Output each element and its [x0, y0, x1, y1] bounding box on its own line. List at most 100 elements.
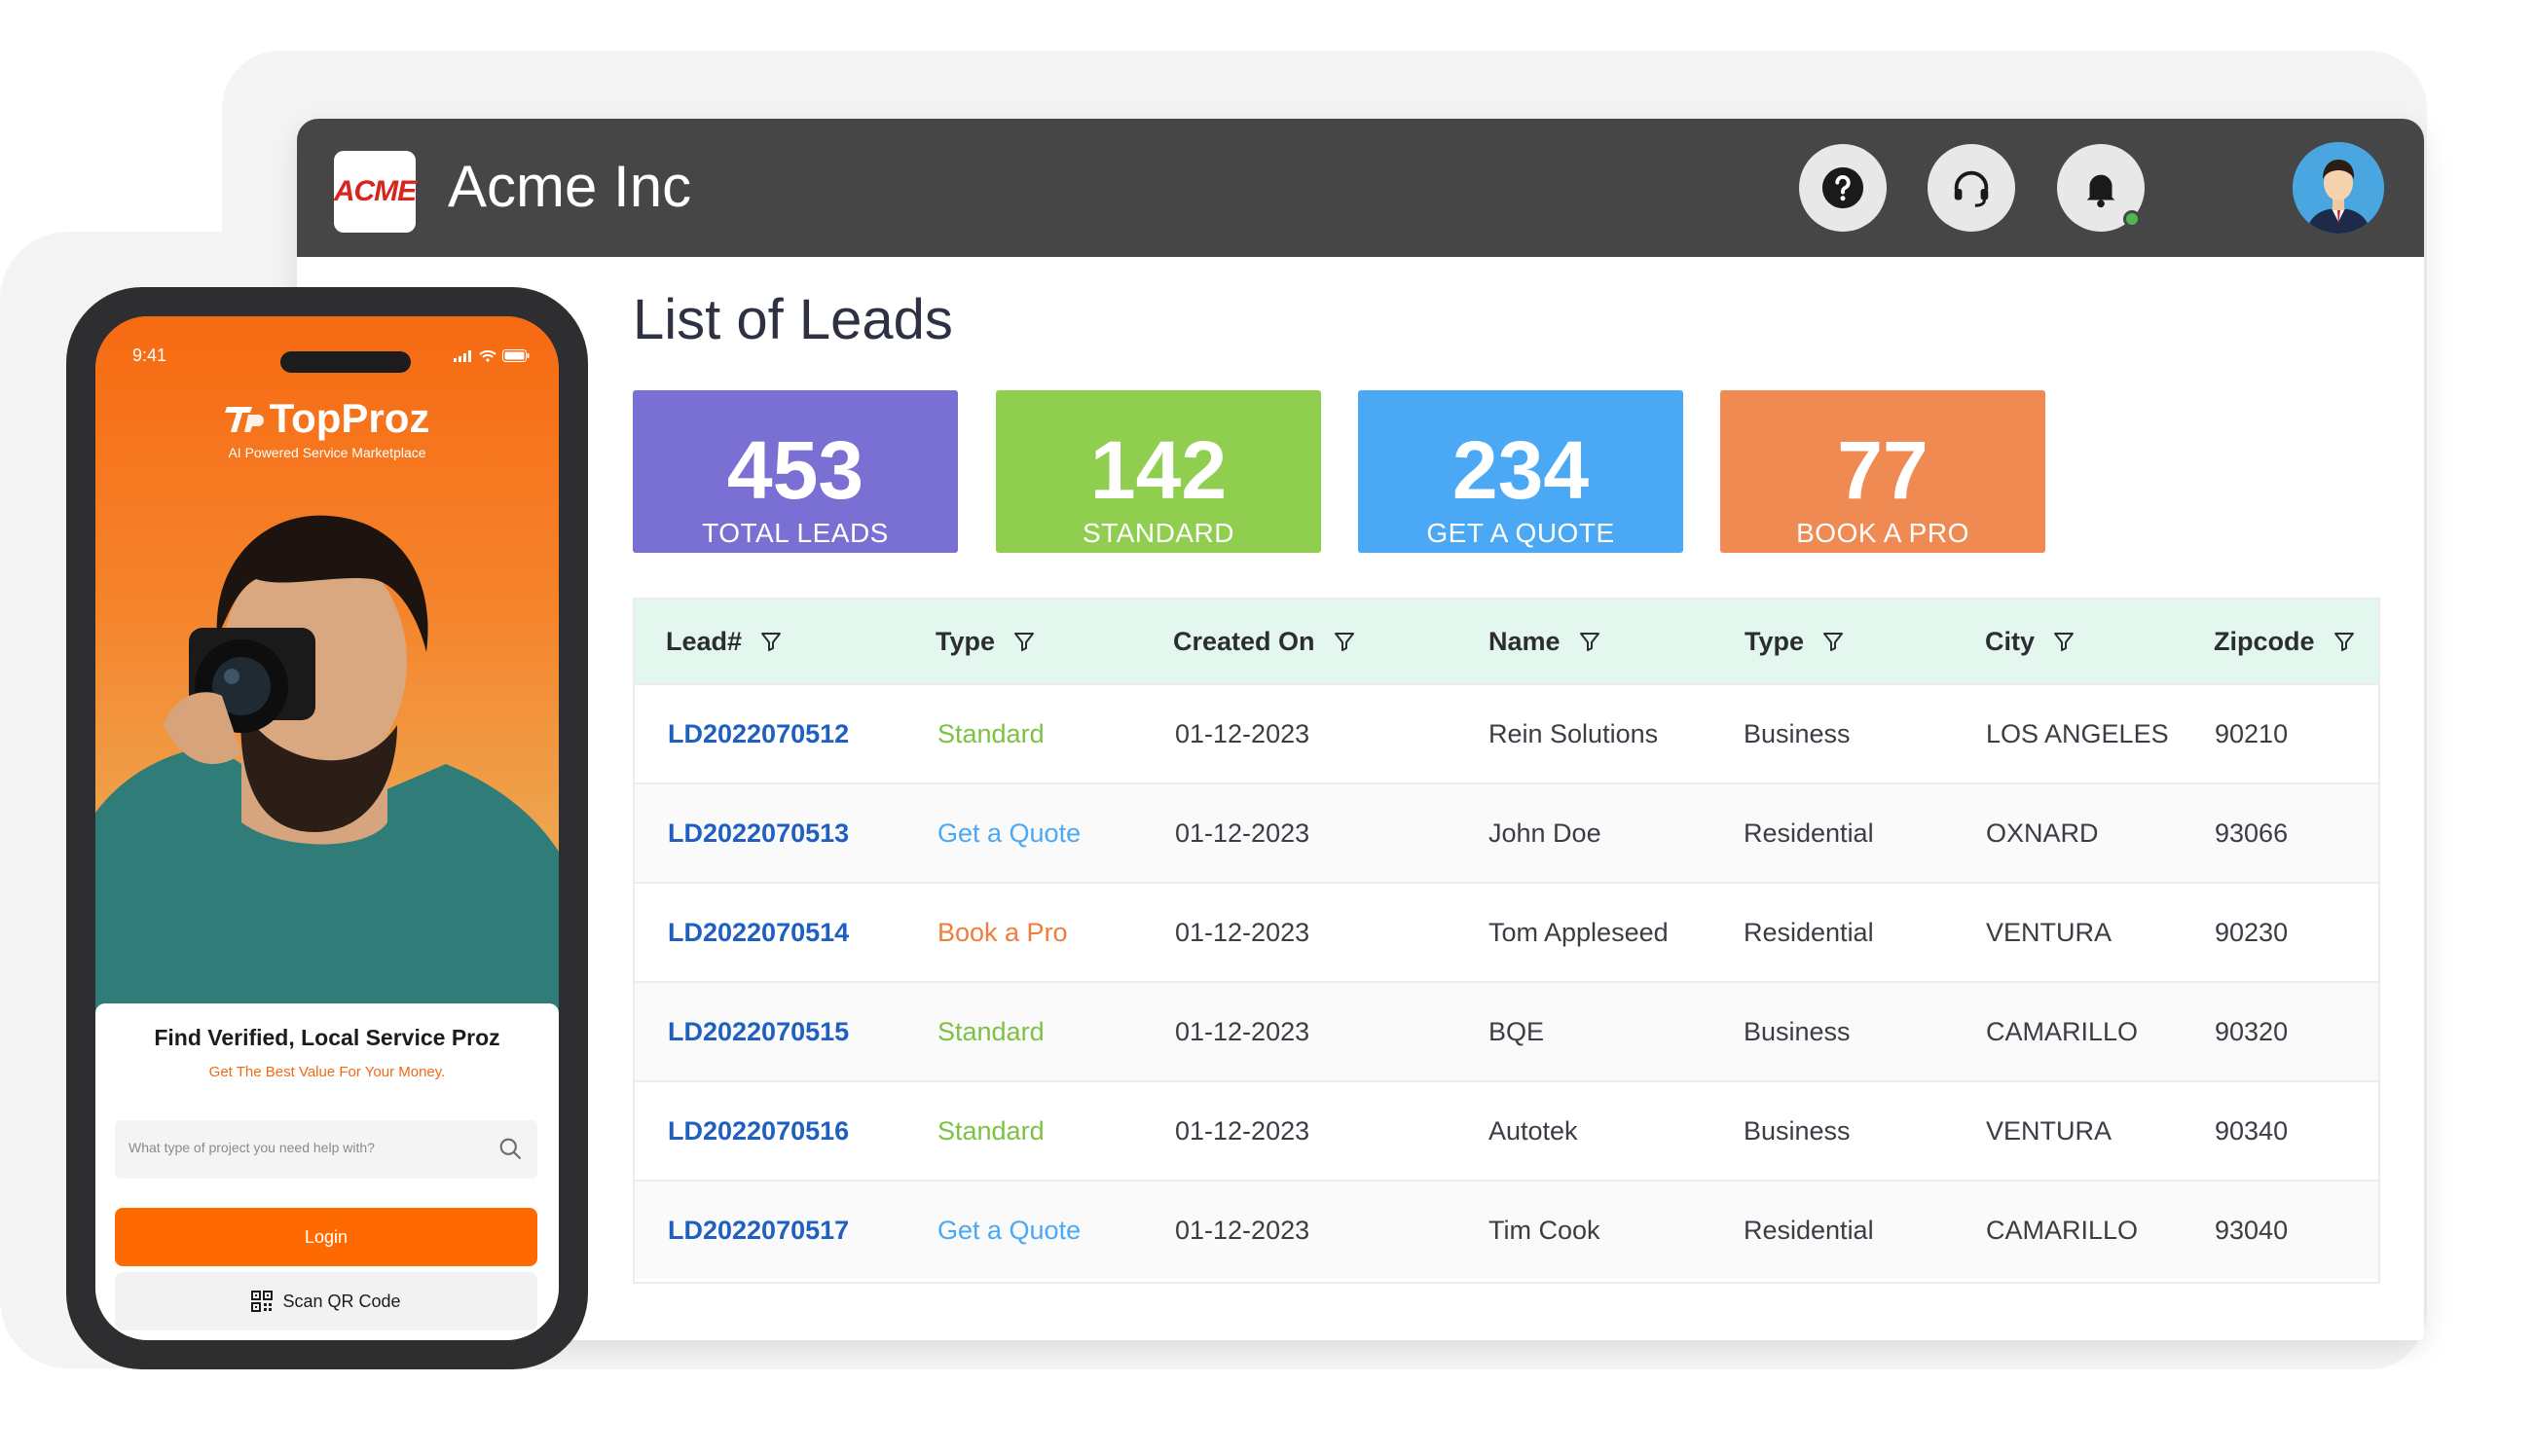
lead-category: Residential: [1744, 1215, 1874, 1245]
page-title: List of Leads: [633, 288, 953, 351]
lead-id-link[interactable]: LD2022070514: [668, 917, 850, 947]
column-label: Type: [936, 626, 996, 656]
table-row[interactable]: LD2022070517 Get a Quote 01-12-2023 Tim …: [635, 1180, 2378, 1279]
lead-category: Business: [1744, 1115, 1851, 1146]
filter-icon[interactable]: [1821, 630, 1845, 653]
signal-icon: [454, 349, 471, 362]
wifi-icon: [479, 349, 496, 362]
created-on: 01-12-2023: [1175, 1016, 1310, 1046]
stat-total-leads[interactable]: 453 TOTAL LEADS: [633, 390, 958, 553]
stat-standard[interactable]: 142 STANDARD: [996, 390, 1321, 553]
desktop-window: ACME Acme Inc: [297, 119, 2424, 1340]
column-label: Type: [1745, 626, 1805, 656]
table-row[interactable]: LD2022070512 Standard 01-12-2023 Rein So…: [635, 683, 2378, 783]
login-button[interactable]: Login: [115, 1208, 537, 1266]
lead-city: CAMARILLO: [1986, 1016, 2139, 1046]
filter-icon[interactable]: [759, 630, 783, 653]
lead-name: John Doe: [1488, 818, 1601, 848]
avatar[interactable]: [2293, 142, 2384, 234]
lead-city: VENTURA: [1986, 1115, 2112, 1146]
status-dot: [2123, 210, 2141, 228]
filter-icon[interactable]: [2333, 630, 2356, 653]
column-label: Created On: [1173, 626, 1315, 656]
card-title: Find Verified, Local Service Proz: [154, 1025, 500, 1050]
search-icon[interactable]: [496, 1135, 524, 1162]
lead-type: Get a Quote: [937, 1215, 1082, 1245]
stat-value: 453: [726, 424, 864, 516]
brand-text: TopProz: [269, 395, 430, 441]
lead-city: OXNARD: [1986, 818, 2099, 848]
stat-get-a-quote[interactable]: 234 GET A QUOTE: [1358, 390, 1683, 553]
lead-city: VENTURA: [1986, 917, 2112, 947]
filter-icon[interactable]: [1578, 630, 1601, 653]
lead-zipcode: 93066: [2215, 818, 2289, 848]
lead-id-link[interactable]: LD2022070516: [668, 1115, 850, 1146]
column-header-created-on[interactable]: Created On: [1173, 600, 1356, 683]
lead-category: Business: [1744, 718, 1851, 748]
table-row[interactable]: LD2022070514 Book a Pro 01-12-2023 Tom A…: [635, 882, 2378, 981]
lead-type: Book a Pro: [937, 917, 1068, 947]
lead-zipcode: 90230: [2215, 917, 2289, 947]
lead-type: Standard: [937, 718, 1045, 748]
filter-icon[interactable]: [1012, 630, 1036, 653]
column-header-type[interactable]: Type: [936, 600, 1036, 683]
stat-label: STANDARD: [1083, 518, 1234, 548]
lead-id-link[interactable]: LD2022070513: [668, 818, 850, 848]
scan-qr-button[interactable]: Scan QR Code: [115, 1272, 537, 1330]
lead-zipcode: 93040: [2215, 1215, 2289, 1245]
search-input[interactable]: What type of project you need help with?: [115, 1120, 537, 1179]
card-subtitle: Get The Best Value For Your Money.: [208, 1064, 446, 1080]
battery-icon: [502, 349, 530, 362]
stat-label: TOTAL LEADS: [702, 518, 889, 548]
lead-id-link[interactable]: LD2022070512: [668, 718, 850, 748]
column-header-lead[interactable]: Lead#: [666, 600, 783, 683]
lead-name: Tom Appleseed: [1488, 917, 1669, 947]
brand-name: TopProz: [95, 394, 559, 443]
support-button[interactable]: [1928, 144, 2015, 232]
logo-text: ACME: [333, 175, 417, 207]
table-row[interactable]: LD2022070513 Get a Quote 01-12-2023 John…: [635, 783, 2378, 882]
acme-logo[interactable]: ACME: [333, 151, 417, 233]
scan-qr-label: Scan QR Code: [282, 1291, 401, 1311]
lead-zipcode: 90210: [2215, 718, 2289, 748]
column-label: Zipcode: [2214, 626, 2315, 656]
stat-value: 234: [1451, 424, 1590, 516]
lead-city: LOS ANGELES: [1986, 718, 2169, 748]
table-row[interactable]: LD2022070516 Standard 01-12-2023 Autotek…: [635, 1080, 2378, 1180]
created-on: 01-12-2023: [1175, 1115, 1310, 1146]
column-label: City: [1985, 626, 2036, 656]
top-bar: ACME Acme Inc: [297, 119, 2424, 257]
table-header: Lead# Type Created On Name Type City Zip…: [635, 600, 2378, 683]
lead-id-link[interactable]: LD2022070517: [668, 1215, 850, 1245]
avatar-icon: [2293, 142, 2384, 234]
lead-category: Residential: [1744, 917, 1874, 947]
lead-type: Get a Quote: [937, 818, 1082, 848]
lead-id-link[interactable]: LD2022070515: [668, 1016, 850, 1046]
column-header-name[interactable]: Name: [1488, 600, 1601, 683]
filter-icon[interactable]: [1333, 630, 1356, 653]
table-row[interactable]: LD2022070515 Standard 01-12-2023 BQE Bus…: [635, 981, 2378, 1080]
topproz-logo-icon: [224, 407, 264, 432]
column-header-city[interactable]: City: [1985, 600, 2076, 683]
column-header-zipcode[interactable]: Zipcode: [2214, 600, 2356, 683]
qr-code-icon: [251, 1291, 274, 1312]
column-header-category[interactable]: Type: [1745, 600, 1845, 683]
column-label: Lead#: [666, 626, 743, 656]
lead-type: Standard: [937, 1115, 1045, 1146]
stat-book-a-pro[interactable]: 77 BOOK A PRO: [1720, 390, 2045, 553]
help-icon: [1821, 166, 1864, 209]
help-button[interactable]: [1799, 144, 1887, 232]
notifications-button[interactable]: [2057, 144, 2145, 232]
filter-icon[interactable]: [2052, 630, 2076, 653]
stat-label: BOOK A PRO: [1796, 518, 1969, 548]
status-time: 9:41: [132, 346, 167, 365]
created-on: 01-12-2023: [1175, 917, 1310, 947]
created-on: 01-12-2023: [1175, 1215, 1310, 1245]
stat-value: 77: [1837, 424, 1929, 516]
photographer-illustration: [95, 515, 559, 1046]
stat-value: 142: [1089, 424, 1228, 516]
column-label: Name: [1488, 626, 1561, 656]
lead-name: BQE: [1488, 1016, 1545, 1046]
lead-category: Residential: [1744, 818, 1874, 848]
app-title: Acme Inc: [448, 154, 692, 219]
